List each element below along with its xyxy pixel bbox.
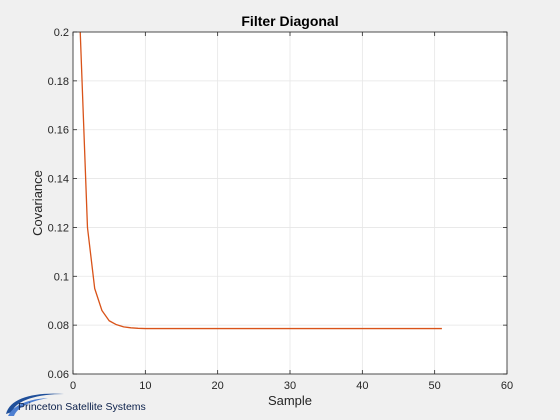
tick-labels: 0 10 20 30 40 50 60 0.06 0.08 0.1 0.12 0.14 0.16 0.18… xyxy=(48,27,514,392)
x-tick-label: 60 xyxy=(501,380,513,392)
ticks xyxy=(72,31,508,375)
logo-swoosh-accent-icon xyxy=(8,398,48,416)
company-logo xyxy=(6,393,64,416)
series-line xyxy=(79,31,442,330)
x-tick-label: 40 xyxy=(356,380,368,392)
x-tick-label: 50 xyxy=(429,380,441,392)
y-tick-label: 0.2 xyxy=(54,27,69,39)
y-tick-label: 0.12 xyxy=(48,222,69,234)
y-tick-label: 0.08 xyxy=(48,320,69,332)
series-layer xyxy=(79,31,442,330)
x-tick-label: 10 xyxy=(139,380,151,392)
x-tick-label: 0 xyxy=(70,380,76,392)
y-tick-label: 0.18 xyxy=(48,76,69,88)
y-tick-label: 0.06 xyxy=(48,369,69,381)
y-tick-label: 0.16 xyxy=(48,125,69,137)
x-tick-label: 20 xyxy=(212,380,224,392)
y-tick-label: 0.1 xyxy=(54,271,69,283)
x-tick-label: 30 xyxy=(284,380,296,392)
y-tick-label: 0.14 xyxy=(48,174,69,186)
chart-title: Filter Diagonal xyxy=(241,13,338,29)
company-name: Princeton Satellite Systems xyxy=(18,401,146,413)
x-axis-label: Sample xyxy=(268,393,312,408)
y-axis-label: Covariance xyxy=(30,170,45,236)
